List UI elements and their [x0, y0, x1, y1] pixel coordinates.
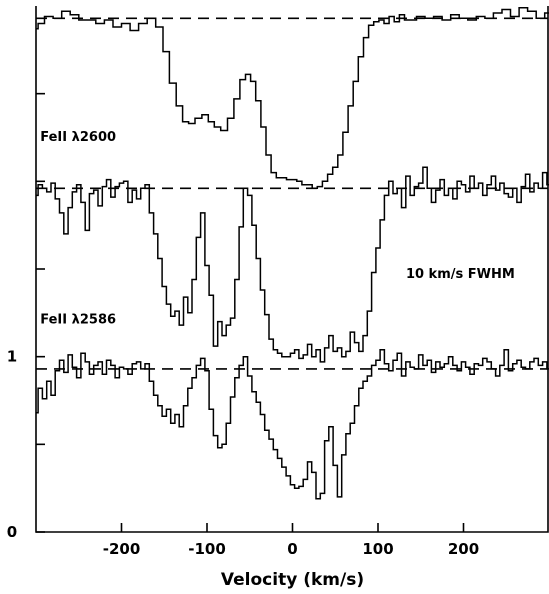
y-tick-label: 1 [7, 348, 17, 366]
spectrum-line-3 [36, 348, 549, 500]
x-axis-label: Velocity (km/s) [221, 570, 364, 590]
spectrum-line-1 [36, 7, 549, 190]
spectra-series [36, 7, 549, 500]
x-tick-label: 200 [448, 540, 479, 558]
spectrum-annotation: FeII λ2600 [40, 130, 116, 145]
x-tick-label: -100 [188, 540, 226, 558]
x-tick-label: 100 [362, 540, 393, 558]
plot-axes: -200 -100 0 100 200 0 1 [7, 6, 549, 558]
y-tick-label: 0 [7, 523, 17, 541]
x-tick-label: 0 [287, 540, 297, 558]
spectrum-annotation: FeII λ2586 [40, 312, 116, 327]
x-tick-label: -200 [103, 540, 141, 558]
spectrum-line-2 [36, 166, 549, 363]
spectrum-annotation: 10 km/s FWHM [406, 267, 515, 282]
continuum-lines [36, 17, 548, 370]
